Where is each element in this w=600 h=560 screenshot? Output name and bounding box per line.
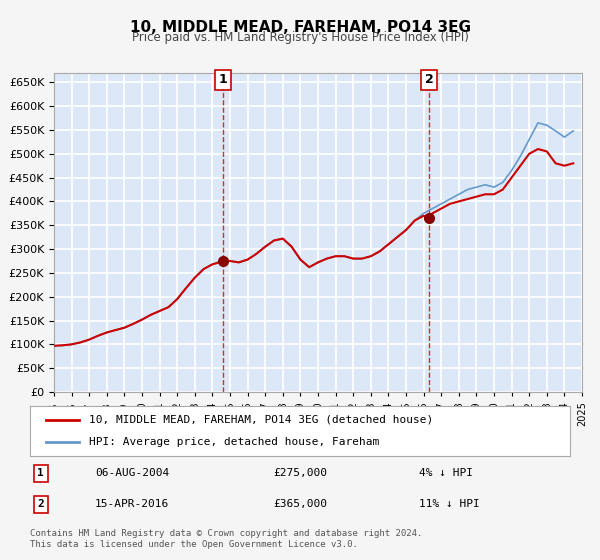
Text: £365,000: £365,000 xyxy=(273,500,327,509)
Text: 06-AUG-2004: 06-AUG-2004 xyxy=(95,468,169,478)
Text: 2: 2 xyxy=(425,73,433,86)
Text: 1: 1 xyxy=(37,468,44,478)
Text: 4% ↓ HPI: 4% ↓ HPI xyxy=(419,468,473,478)
Text: 1: 1 xyxy=(218,73,227,86)
Text: 10, MIDDLE MEAD, FAREHAM, PO14 3EG: 10, MIDDLE MEAD, FAREHAM, PO14 3EG xyxy=(130,20,470,35)
Text: 2: 2 xyxy=(37,500,44,509)
Text: Contains HM Land Registry data © Crown copyright and database right 2024.
This d: Contains HM Land Registry data © Crown c… xyxy=(30,529,422,549)
Text: 10, MIDDLE MEAD, FAREHAM, PO14 3EG (detached house): 10, MIDDLE MEAD, FAREHAM, PO14 3EG (deta… xyxy=(89,414,434,424)
Text: HPI: Average price, detached house, Fareham: HPI: Average price, detached house, Fare… xyxy=(89,437,380,447)
Text: 15-APR-2016: 15-APR-2016 xyxy=(95,500,169,509)
Text: Price paid vs. HM Land Registry's House Price Index (HPI): Price paid vs. HM Land Registry's House … xyxy=(131,31,469,44)
Text: 11% ↓ HPI: 11% ↓ HPI xyxy=(419,500,479,509)
Text: £275,000: £275,000 xyxy=(273,468,327,478)
